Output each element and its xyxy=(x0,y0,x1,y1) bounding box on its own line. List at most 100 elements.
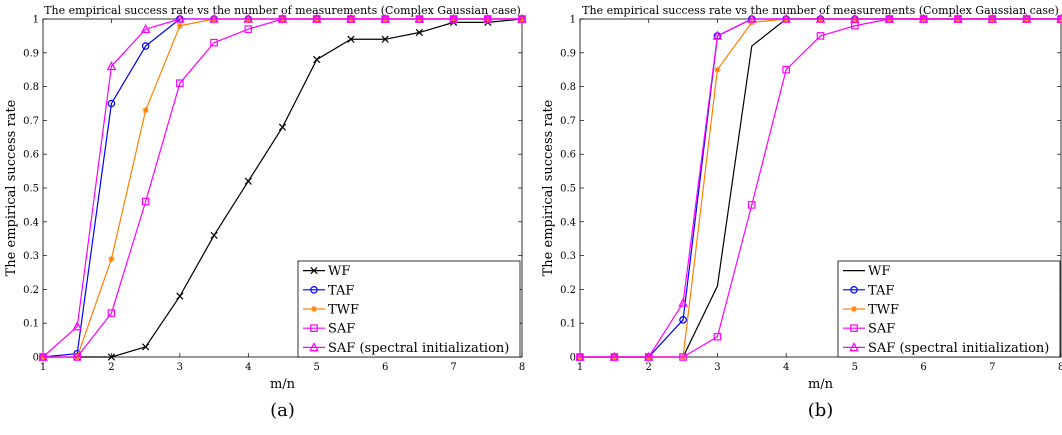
data-point xyxy=(781,13,791,23)
data-point xyxy=(106,61,117,71)
legend-marker xyxy=(849,342,859,352)
panel-caption: (a) xyxy=(270,400,295,421)
y-tick-label: 0.3 xyxy=(560,251,576,262)
x-tick-label: 2 xyxy=(108,362,114,373)
data-point xyxy=(108,255,115,263)
legend-label: TAF xyxy=(868,283,894,298)
data-point xyxy=(107,309,116,317)
x-tick-label: 2 xyxy=(646,362,652,373)
data-point xyxy=(987,13,998,23)
y-tick-label: 0.6 xyxy=(23,150,39,161)
y-tick-label: 0.4 xyxy=(560,217,576,228)
legend-item: TAF xyxy=(303,283,354,298)
data-point xyxy=(140,23,151,33)
data-point xyxy=(415,28,423,37)
x-tick-label: 3 xyxy=(714,362,720,373)
data-point xyxy=(141,42,150,50)
legend-item: TAF xyxy=(843,283,894,298)
chart-title: The empirical success rate vs the number… xyxy=(582,4,1059,17)
legend-label: TWF xyxy=(868,303,899,318)
data-point xyxy=(714,66,721,73)
data-point xyxy=(244,25,253,33)
legend-label: SAF xyxy=(868,322,895,337)
y-tick-label: 0.8 xyxy=(23,82,39,93)
y-tick-label: 0.3 xyxy=(23,251,39,262)
data-point xyxy=(815,13,826,23)
data-point xyxy=(884,13,895,23)
data-point xyxy=(176,22,184,29)
y-axis-label: The empirical success rate xyxy=(541,99,556,276)
legend-box xyxy=(297,260,521,358)
x-tick-label: 1 xyxy=(40,362,46,373)
chart-panel-b: 1 2 3 4 5 6 7 8 0 0.1 0.2 0.3 0.4 0.5 0.6 0.7 0.8 0.9 1 The… xyxy=(541,4,1062,421)
data-point xyxy=(311,13,322,23)
data-point xyxy=(176,79,184,88)
legend-item: SAF xyxy=(843,322,895,337)
data-point xyxy=(517,13,527,23)
data-point xyxy=(72,321,83,331)
y-tick-label: 0.5 xyxy=(560,184,576,195)
data-point xyxy=(277,13,288,23)
x-tick-label: 8 xyxy=(1058,362,1062,373)
series-line xyxy=(580,18,1061,358)
legend-label: WF xyxy=(328,264,350,279)
legend-item: TWF xyxy=(303,303,359,318)
data-point xyxy=(448,13,459,23)
x-tick-label: 8 xyxy=(519,362,525,373)
legend: WF TAF TWF SAF SAF (spectral initialization) xyxy=(837,260,1061,358)
data-point xyxy=(713,332,722,341)
series-line xyxy=(42,18,522,358)
y-tick-label: 1 xyxy=(33,15,39,26)
x-tick-label: 4 xyxy=(245,362,251,373)
x-tick-label: 3 xyxy=(177,362,183,373)
data-point xyxy=(782,65,790,74)
y-tick-label: 0.8 xyxy=(560,82,576,93)
legend-marker xyxy=(850,324,858,333)
data-point xyxy=(210,231,218,239)
legend-marker xyxy=(850,305,858,313)
legend-item: TWF xyxy=(843,303,899,318)
data-point xyxy=(575,351,585,361)
data-point xyxy=(1056,13,1062,23)
legend-marker xyxy=(310,285,318,294)
data-point xyxy=(679,353,687,361)
data-point xyxy=(414,13,425,23)
chart-title: The empirical success rate vs the number… xyxy=(44,4,521,17)
data-point xyxy=(141,197,150,206)
y-tick-label: 0.4 xyxy=(23,217,39,228)
data-point xyxy=(278,123,287,131)
y-axis-label: The empirical success rate xyxy=(4,99,19,276)
series-saf-spectral-initialization xyxy=(38,13,527,361)
legend-item: SAF (spectral initialization) xyxy=(303,341,509,356)
data-point xyxy=(609,351,620,361)
legend-marker xyxy=(310,266,318,275)
legend-label: SAF (spectral initialization) xyxy=(328,341,509,356)
data-point xyxy=(679,316,687,324)
legend-marker xyxy=(850,285,858,294)
legend-label: SAF xyxy=(328,322,355,337)
data-point xyxy=(380,13,390,23)
y-tick-label: 0.2 xyxy=(560,285,576,296)
y-tick-label: 0 xyxy=(33,353,39,364)
data-point xyxy=(244,177,252,185)
y-tick-label: 0.9 xyxy=(560,48,576,59)
y-tick-label: 0.2 xyxy=(23,285,39,296)
x-tick-label: 1 xyxy=(577,362,583,373)
data-point xyxy=(38,351,48,361)
data-point xyxy=(816,32,825,40)
x-tick-label: 6 xyxy=(920,362,926,373)
y-tick-label: 1 xyxy=(570,15,576,26)
data-point xyxy=(746,13,757,23)
data-point xyxy=(712,30,723,40)
legend-box xyxy=(837,260,1061,358)
legend-item: WF xyxy=(303,264,350,279)
legend-label: TWF xyxy=(328,303,359,318)
data-point xyxy=(643,351,654,361)
data-point xyxy=(107,353,116,361)
legend-marker xyxy=(310,324,318,333)
data-point xyxy=(209,13,219,23)
y-tick-label: 0 xyxy=(570,353,576,364)
data-point xyxy=(313,55,321,64)
data-point xyxy=(678,297,688,307)
data-point xyxy=(953,13,963,23)
